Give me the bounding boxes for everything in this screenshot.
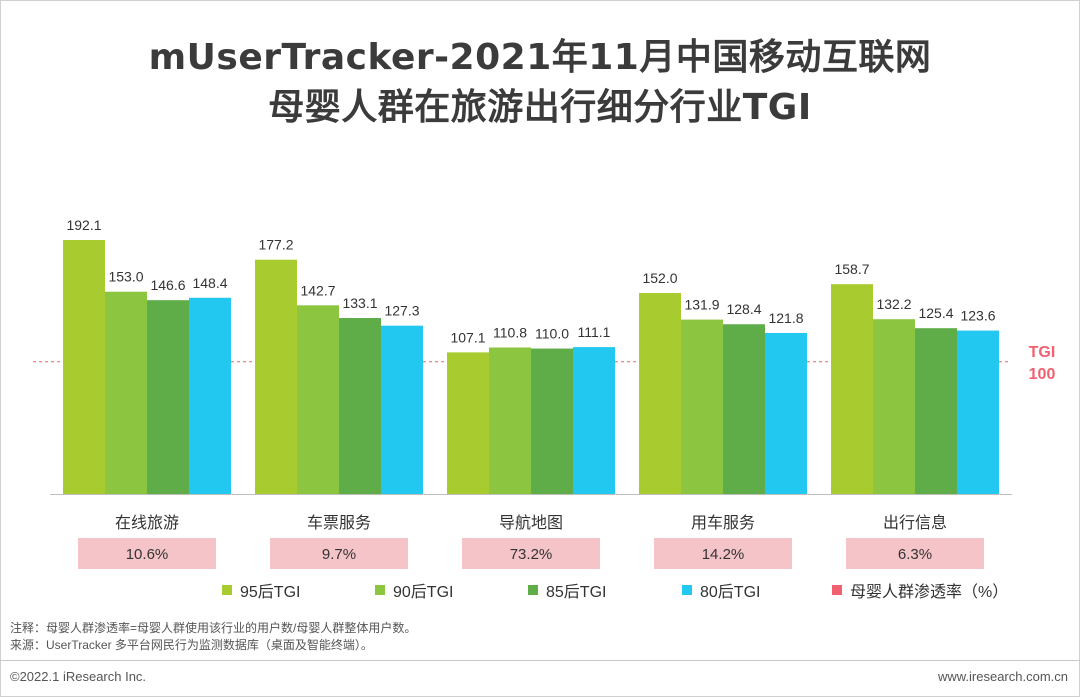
x-axis-category-label: 在线旅游 [115, 513, 179, 532]
bar-value-label: 142.7 [300, 282, 335, 298]
bar-3-series-1 [447, 352, 489, 494]
bar-value-label: 152.0 [642, 270, 677, 286]
penetration-rate-box [78, 538, 216, 569]
bar-4-series-4 [765, 332, 807, 494]
bar-value-label: 131.9 [684, 297, 719, 313]
source-line: 来源：UserTracker 多平台网民行为监测数据库（桌面及智能终端）。 [10, 638, 373, 652]
bar-2-series-3 [339, 318, 381, 494]
bar-3-series-4 [573, 347, 615, 494]
bar-value-label: 192.1 [66, 217, 101, 233]
legend-swatch-90 [375, 585, 385, 595]
legend-item-85: 85后TGI [528, 580, 607, 601]
penetration-rate-box [462, 538, 600, 569]
legend-item-80: 80后TGI [682, 580, 761, 601]
bar-value-label: 146.6 [150, 277, 185, 293]
legend-label-80: 80后TGI [700, 584, 761, 601]
legend-label-85: 85后TGI [546, 584, 607, 601]
bar-5-series-3 [915, 328, 957, 494]
bar-2-series-1 [255, 259, 297, 494]
penetration-rate-label: 6.3% [898, 546, 932, 563]
penetration-rate-box [846, 538, 984, 569]
bar-1-series-1 [63, 240, 105, 494]
bar-value-label: 127.3 [384, 303, 419, 319]
x-axis-category-label: 用车服务 [691, 513, 755, 532]
bar-1-series-3 [147, 300, 189, 494]
bar-3-series-2 [489, 347, 531, 494]
penetration-rate-label: 73.2% [510, 546, 553, 563]
x-axis-category-label: 车票服务 [307, 513, 371, 532]
bar-value-label: 121.8 [768, 310, 803, 326]
legend-swatch-penetration [832, 585, 842, 595]
copyright: ©2022.1 iResearch Inc. [10, 669, 147, 684]
legend-swatch-95 [222, 585, 232, 595]
chart-title-line-2: 母婴人群在旅游出行细分行业TGI [268, 87, 812, 128]
legend-item-90: 90后TGI [375, 580, 454, 601]
bar-3-series-3 [531, 348, 573, 494]
penetration-rate-box [270, 538, 408, 569]
penetration-rate-label: 14.2% [702, 546, 745, 563]
bar-value-label: 107.1 [450, 329, 485, 345]
bar-value-label: 153.0 [108, 269, 143, 285]
bar-value-label: 132.2 [876, 296, 911, 312]
note-line: 注释：母婴人群渗透率=母婴人群使用该行业的用户数/母婴人群整体用户数。 [10, 621, 417, 635]
legend-label-95: 95后TGI [240, 584, 301, 601]
bar-value-label: 110.8 [493, 324, 527, 340]
bar-value-label: 125.4 [918, 305, 953, 321]
chart-title-line-1: mUserTracker-2021年11月中国移动互联网 [148, 37, 932, 78]
penetration-rate-label: 9.7% [322, 546, 356, 563]
legend-label-penetration: 母婴人群渗透率（%） [850, 584, 1009, 601]
x-axis-category-label: 出行信息 [883, 513, 947, 532]
legend-label-90: 90后TGI [393, 584, 454, 601]
bar-2-series-4 [381, 325, 423, 494]
bar-value-label: 111.1 [578, 324, 611, 340]
penetration-rate-label: 10.6% [126, 546, 169, 563]
footer-divider [0, 660, 1080, 661]
legend-swatch-80 [682, 585, 692, 595]
bar-5-series-1 [831, 284, 873, 494]
bar-1-series-4 [189, 297, 231, 494]
bar-value-label: 158.7 [834, 261, 869, 277]
legend-item-95: 95后TGI [222, 580, 301, 601]
bar-4-series-1 [639, 293, 681, 494]
reference-line-label-bottom: 100 [1029, 366, 1056, 383]
bar-value-label: 123.6 [960, 308, 995, 324]
bar-value-label: 177.2 [258, 237, 293, 253]
bar-1-series-2 [105, 291, 147, 494]
x-axis-category-label: 导航地图 [499, 513, 563, 532]
bar-value-label: 128.4 [726, 301, 761, 317]
tgi-bar-chart: TGI 100 192.1 153.0 146.6 148.4 在线旅游 10.6% 177.2… [33, 217, 1056, 569]
bar-5-series-2 [873, 319, 915, 494]
bar-5-series-4 [957, 330, 999, 494]
bar-4-series-3 [723, 324, 765, 494]
bar-value-label: 133.1 [342, 295, 377, 311]
bar-value-label: 148.4 [192, 275, 227, 291]
bar-value-label: 110.0 [535, 326, 569, 342]
penetration-rate-box [654, 538, 792, 569]
website: www.iresearch.com.cn [937, 669, 1068, 684]
bar-4-series-2 [681, 319, 723, 494]
bar-2-series-2 [297, 305, 339, 494]
legend-item-penetration: 母婴人群渗透率（%） [832, 580, 1009, 601]
reference-line-label-top: TGI [1029, 344, 1056, 361]
legend-swatch-85 [528, 585, 538, 595]
